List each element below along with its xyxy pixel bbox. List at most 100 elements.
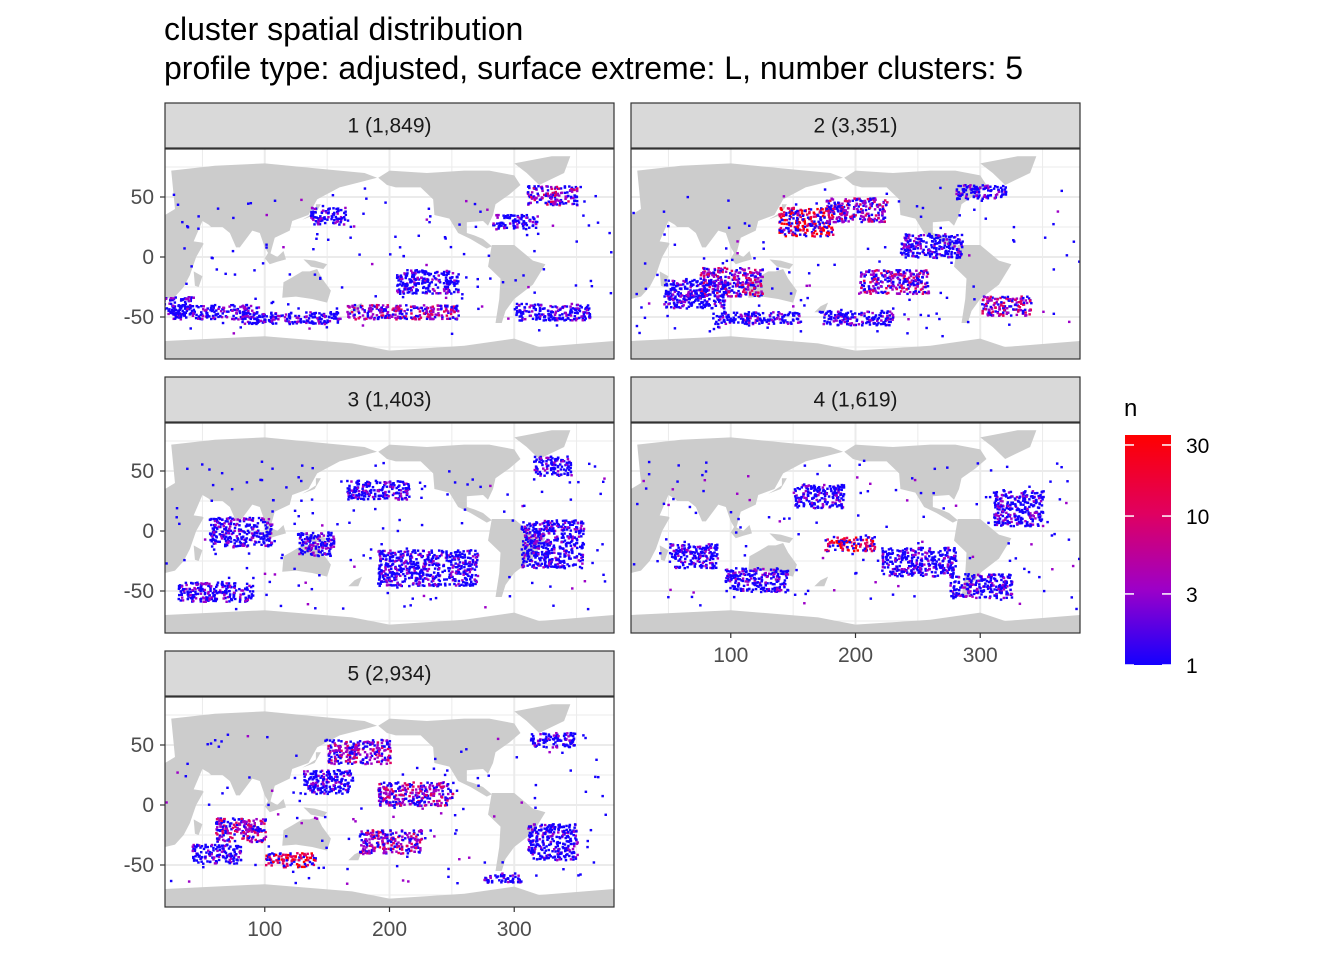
density-cell (186, 297, 189, 300)
density-cell (172, 193, 176, 197)
density-cell (569, 466, 572, 470)
density-cell (431, 288, 435, 291)
density-cell (257, 306, 261, 309)
density-cell (573, 522, 576, 525)
density-cell (541, 460, 545, 463)
density-cell (461, 293, 464, 296)
density-cell (500, 221, 504, 225)
density-cell (384, 309, 388, 312)
density-cell (690, 301, 694, 304)
density-cell (366, 311, 369, 315)
density-cell (982, 307, 985, 310)
density-cell (886, 314, 889, 317)
density-cell (712, 272, 716, 276)
density-cell (238, 540, 242, 543)
density-cell (745, 319, 748, 322)
density-cell (244, 312, 248, 315)
density-cell (386, 316, 389, 319)
density-cell (399, 317, 402, 320)
density-cell (236, 522, 239, 526)
density-cell (413, 306, 416, 309)
density-cell (799, 320, 803, 323)
density-cell (868, 269, 871, 272)
density-cell (818, 226, 822, 229)
density-cell (803, 209, 806, 213)
density-cell (573, 199, 576, 202)
density-cell (999, 296, 1002, 300)
density-cell (584, 307, 587, 311)
density-cell (748, 224, 751, 228)
density-cell (334, 221, 337, 225)
density-cell (212, 316, 215, 320)
density-cell (578, 565, 582, 569)
density-cell (169, 311, 172, 315)
density-cell (908, 291, 912, 294)
density-cell (526, 551, 530, 554)
density-cell (565, 461, 569, 464)
density-cell (432, 310, 435, 314)
density-cell (454, 288, 458, 291)
density-cell (912, 254, 915, 258)
density-cell (720, 281, 724, 284)
density-cell (920, 280, 923, 283)
density-cell (865, 291, 869, 294)
density-cell (749, 283, 753, 287)
density-cell (679, 292, 683, 295)
density-cell (318, 219, 322, 223)
density-cell (561, 306, 564, 309)
density-cell (547, 309, 550, 313)
density-cell (960, 233, 964, 237)
density-cell (1020, 295, 1023, 298)
density-cell (221, 312, 224, 315)
density-cell (318, 322, 321, 325)
density-cell (397, 498, 400, 501)
density-cell (535, 529, 538, 533)
density-cells (165, 455, 614, 611)
density-cell (517, 310, 520, 313)
density-cell (375, 314, 379, 317)
density-cell (542, 557, 546, 560)
map-layer (631, 156, 1080, 359)
density-cell (673, 304, 677, 308)
density-cell (553, 548, 556, 551)
density-cell (712, 271, 715, 274)
density-cell (183, 303, 187, 307)
density-cell (702, 281, 706, 285)
density-cell (863, 312, 866, 315)
density-cell (348, 492, 351, 495)
density-cell (569, 461, 573, 465)
density-cell (570, 548, 573, 551)
density-cell (181, 303, 185, 307)
density-cell (545, 459, 548, 463)
density-cell (365, 483, 369, 487)
density-cell (377, 489, 380, 493)
density-cell (740, 286, 744, 289)
density-cell (573, 194, 576, 197)
density-cell (537, 316, 541, 319)
density-cell (809, 208, 813, 211)
density-cell (563, 305, 567, 308)
density-cell (911, 292, 915, 296)
land-polygon (954, 245, 1012, 323)
density-cell (170, 308, 174, 311)
density-cell (843, 213, 847, 216)
density-cell (747, 321, 751, 325)
density-cell (542, 521, 546, 525)
density-cell (391, 308, 394, 311)
density-cell (981, 312, 984, 315)
density-cell (542, 546, 545, 549)
density-cell (533, 291, 536, 294)
density-cell (700, 300, 703, 304)
density-cell (233, 273, 237, 276)
density-cell (443, 289, 446, 293)
density-cell (516, 215, 520, 219)
density-cell (745, 279, 749, 282)
density-cell (424, 290, 428, 294)
density-cell (326, 546, 330, 550)
density-cell (746, 273, 749, 276)
density-cell (223, 533, 226, 536)
density-cell (820, 211, 823, 214)
density-cell (581, 544, 584, 547)
density-cell (430, 281, 433, 284)
density-cell (789, 212, 792, 216)
